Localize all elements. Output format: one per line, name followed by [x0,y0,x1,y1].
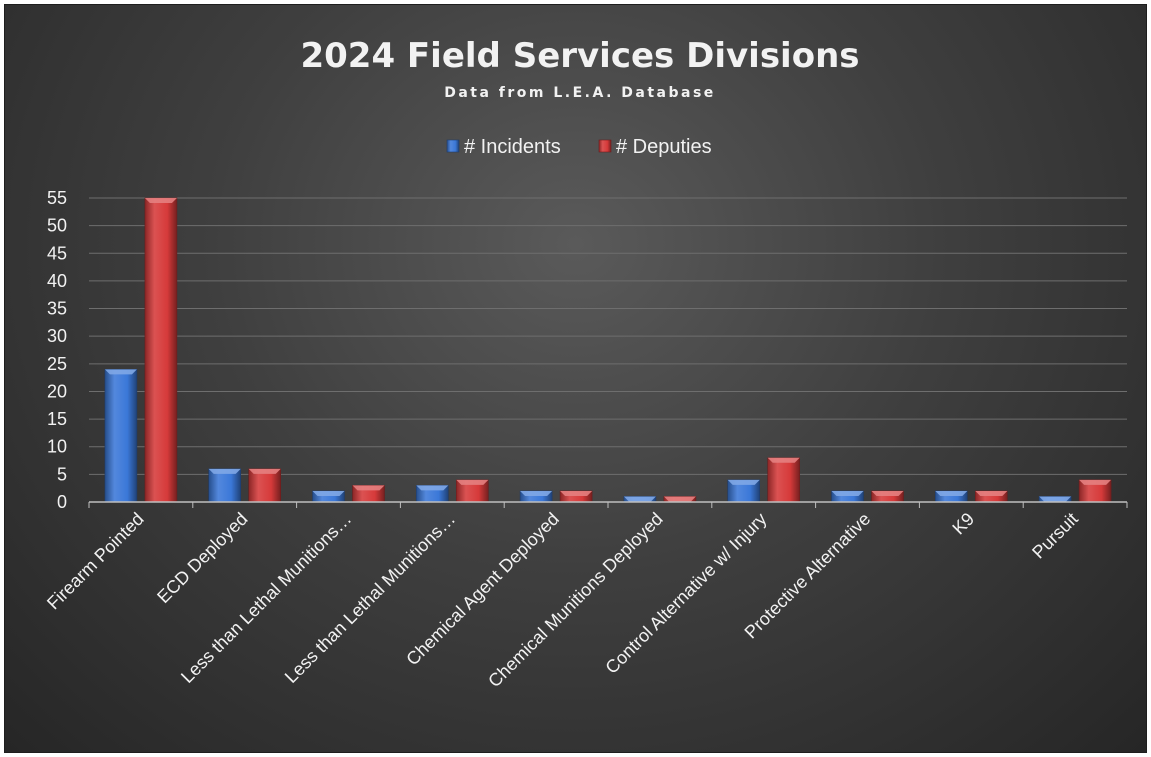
bar-incidents [104,369,138,503]
bar-bevel [935,490,968,496]
bar-bevel [767,457,800,463]
bar-bevel [1039,496,1072,502]
x-category-label: ECD Deployed [153,509,251,607]
bar-bevel [727,479,760,485]
bar-bevel [623,496,656,502]
bar-bevel [312,490,345,496]
y-tick-label: 50 [47,216,67,236]
gridlines [89,197,1127,475]
bar-deputies [248,468,281,503]
bar-bevel [352,485,385,491]
x-category-label: Pursuit [1028,509,1082,563]
x-category-label: Less than Lethal Munitions… [177,509,355,687]
y-tick-label: 20 [47,381,67,401]
y-tick-label: 0 [57,492,67,512]
bar-deputies [767,457,801,503]
bar-bevel [520,490,553,496]
bar-bevel [208,468,241,474]
bar-bevel [1079,479,1112,485]
legend-swatch [446,139,460,153]
bar-chart: 2024 Field Services Divisions Data from … [43,36,1128,692]
y-tick-label: 45 [47,243,67,263]
x-category-label: Chemical Munitions Deployed [484,509,667,692]
bar-bevel [248,468,281,474]
y-tick-label: 15 [47,409,67,429]
bar-bevel [456,479,489,485]
y-axis: 0 5 10 15 20 25 30 35 40 45 50 55 [47,188,67,512]
legend-swatch [598,139,612,153]
y-tick-label: 25 [47,354,67,374]
y-tick-label: 10 [47,437,67,457]
x-category-label: K9 [948,509,978,539]
bar-bevel [975,490,1008,496]
chart-frame: 2024 Field Services Divisions Data from … [4,4,1147,753]
bar-bevel [416,485,449,491]
x-category-label: Less than Lethal Munitions… [281,509,459,687]
y-tick-label: 30 [47,326,67,346]
y-tick-label: 35 [47,299,67,319]
bar-incidents [208,468,241,503]
bar-bevel [663,496,696,502]
bars [104,197,1112,503]
bar-bevel [871,490,904,496]
bar-bevel [560,490,593,496]
chart-subtitle: Data from L.E.A. Database [444,85,716,101]
bar-bevel [104,369,137,375]
legend-label: # Deputies [616,136,712,158]
x-category-label: Firearm Pointed [43,509,148,614]
y-tick-label: 5 [57,464,67,484]
legend-label: # Incidents [464,136,561,158]
bar-bevel [144,198,177,203]
y-tick-label: 40 [47,271,67,291]
chart-title: 2024 Field Services Divisions [300,36,859,76]
y-tick-label: 55 [47,188,67,208]
bar-bevel [831,490,864,496]
bar-deputies [144,197,178,503]
legend: # Incidents # Deputies [446,136,712,158]
